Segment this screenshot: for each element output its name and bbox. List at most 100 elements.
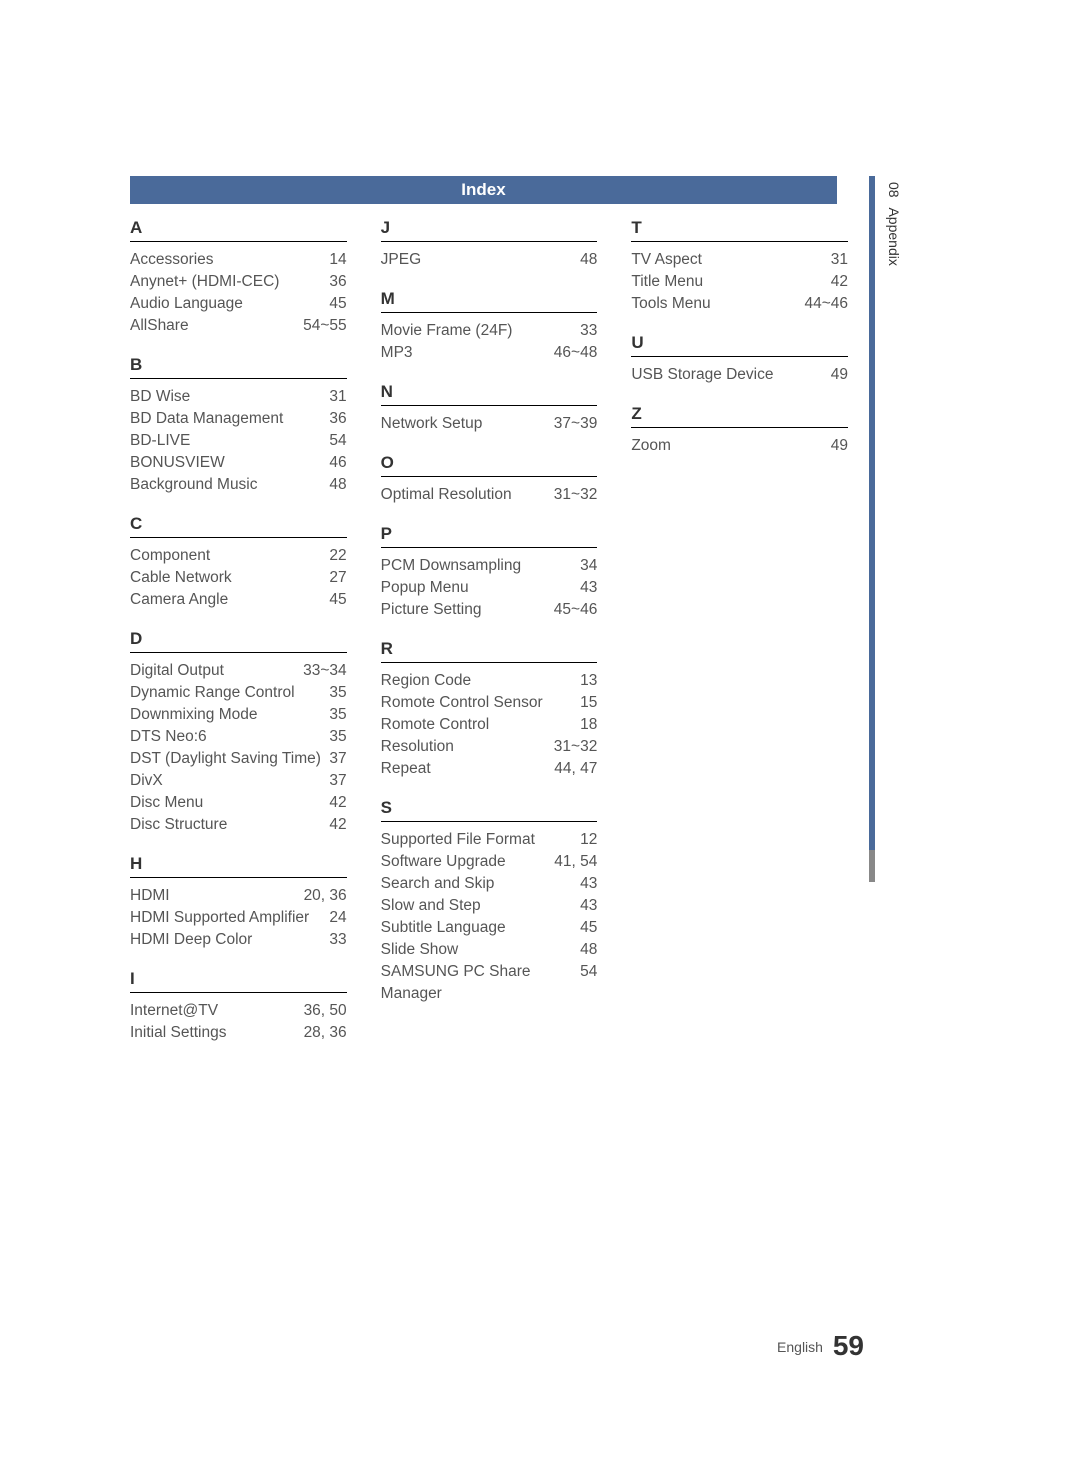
section-letter: O	[381, 453, 598, 477]
index-entry: Component22	[130, 545, 347, 567]
index-term: BD Wise	[130, 386, 329, 408]
index-term: USB Storage Device	[631, 364, 830, 386]
index-page: 43	[580, 895, 597, 917]
index-term: HDMI	[130, 885, 304, 907]
index-entry: DTS Neo:635	[130, 726, 347, 748]
index-entry: BD-LIVE54	[130, 430, 347, 452]
index-page: 49	[831, 364, 848, 386]
index-term: Software Upgrade	[381, 851, 555, 873]
index-page: 34	[580, 555, 597, 577]
section-letter: D	[130, 629, 347, 653]
index-page: 24	[329, 907, 346, 929]
index-term: Resolution	[381, 736, 554, 758]
index-page: 33~34	[303, 660, 347, 682]
index-entry: Internet@TV36, 50	[130, 1000, 347, 1022]
index-page: 37	[329, 770, 346, 792]
index-page: 44~46	[804, 293, 848, 315]
side-chapter-label: 08 Appendix	[886, 182, 902, 266]
index-term: Cable Network	[130, 567, 329, 589]
index-entry: Audio Language45	[130, 293, 347, 315]
index-page: 48	[580, 939, 597, 961]
index-term: Zoom	[631, 435, 830, 457]
index-entry: DivX37	[130, 770, 347, 792]
index-term: Search and Skip	[381, 873, 580, 895]
index-term: JPEG	[381, 249, 580, 271]
index-entry: Software Upgrade41, 54	[381, 851, 598, 873]
index-page: 28, 36	[304, 1022, 347, 1044]
index-entry: Romote Control Sensor15	[381, 692, 598, 714]
index-page: 44, 47	[554, 758, 597, 780]
index-entry: HDMI20, 36	[130, 885, 347, 907]
index-page: 12	[580, 829, 597, 851]
index-entry: Slow and Step43	[381, 895, 598, 917]
index-entry: Optimal Resolution31~32	[381, 484, 598, 506]
index-entry: SAMSUNG PC Share Manager54	[381, 961, 598, 1005]
index-term: Optimal Resolution	[381, 484, 554, 506]
index-term: DivX	[130, 770, 329, 792]
index-term: BONUSVIEW	[130, 452, 329, 474]
index-columns: AAccessories14Anynet+ (HDMI-CEC)36Audio …	[130, 218, 848, 1044]
index-page: 35	[329, 682, 346, 704]
index-page: 31~32	[554, 484, 598, 506]
index-page: 31	[329, 386, 346, 408]
sidebar-accent-line-grey	[869, 850, 875, 882]
section-letter: H	[130, 854, 347, 878]
index-entry: Resolution31~32	[381, 736, 598, 758]
index-term: PCM Downsampling	[381, 555, 580, 577]
index-term: Repeat	[381, 758, 555, 780]
section-letter: I	[130, 969, 347, 993]
index-entry: Disc Structure42	[130, 814, 347, 836]
index-entry: BD Wise31	[130, 386, 347, 408]
index-entry: USB Storage Device49	[631, 364, 848, 386]
index-page: 36	[329, 408, 346, 430]
index-term: Audio Language	[130, 293, 329, 315]
index-page: 46~48	[554, 342, 598, 364]
index-term: Network Setup	[381, 413, 554, 435]
index-page: 46	[329, 452, 346, 474]
section-letter: U	[631, 333, 848, 357]
index-entry: Disc Menu42	[130, 792, 347, 814]
index-page: 45~46	[554, 599, 598, 621]
index-entry: AllShare54~55	[130, 315, 347, 337]
index-term: BD-LIVE	[130, 430, 329, 452]
index-term: Title Menu	[631, 271, 830, 293]
index-page: 31	[831, 249, 848, 271]
index-page: 42	[329, 792, 346, 814]
section-letter: J	[381, 218, 598, 242]
section-letter: B	[130, 355, 347, 379]
index-page: 43	[580, 873, 597, 895]
section-letter: Z	[631, 404, 848, 428]
index-entry: Dynamic Range Control35	[130, 682, 347, 704]
index-entry: Supported File Format12	[381, 829, 598, 851]
index-entry: Network Setup37~39	[381, 413, 598, 435]
index-page: 15	[580, 692, 597, 714]
index-term: Downmixing Mode	[130, 704, 329, 726]
index-column: JJPEG48MMovie Frame (24F)33MP346~48NNetw…	[381, 218, 598, 1044]
index-column: TTV Aspect31Title Menu42Tools Menu44~46U…	[631, 218, 848, 1044]
index-entry: Search and Skip43	[381, 873, 598, 895]
index-page: 33	[329, 929, 346, 951]
index-term: Accessories	[130, 249, 329, 271]
index-page: 54	[580, 961, 597, 1005]
index-page: 35	[329, 726, 346, 748]
index-page: 45	[329, 293, 346, 315]
index-entry: Background Music48	[130, 474, 347, 496]
index-term: Slide Show	[381, 939, 580, 961]
index-page: 13	[580, 670, 597, 692]
index-entry: Downmixing Mode35	[130, 704, 347, 726]
index-term: Camera Angle	[130, 589, 329, 611]
index-term: Popup Menu	[381, 577, 580, 599]
index-entry: Tools Menu44~46	[631, 293, 848, 315]
index-term: Subtitle Language	[381, 917, 580, 939]
index-entry: Picture Setting45~46	[381, 599, 598, 621]
index-page: 48	[580, 249, 597, 271]
index-page: 49	[831, 435, 848, 457]
index-term: DTS Neo:6	[130, 726, 329, 748]
index-entry: MP346~48	[381, 342, 598, 364]
index-entry: HDMI Deep Color33	[130, 929, 347, 951]
footer-language: English	[777, 1339, 823, 1355]
index-entry: BD Data Management36	[130, 408, 347, 430]
index-entry: Slide Show48	[381, 939, 598, 961]
chapter-name: Appendix	[886, 207, 902, 265]
index-term: Region Code	[381, 670, 580, 692]
